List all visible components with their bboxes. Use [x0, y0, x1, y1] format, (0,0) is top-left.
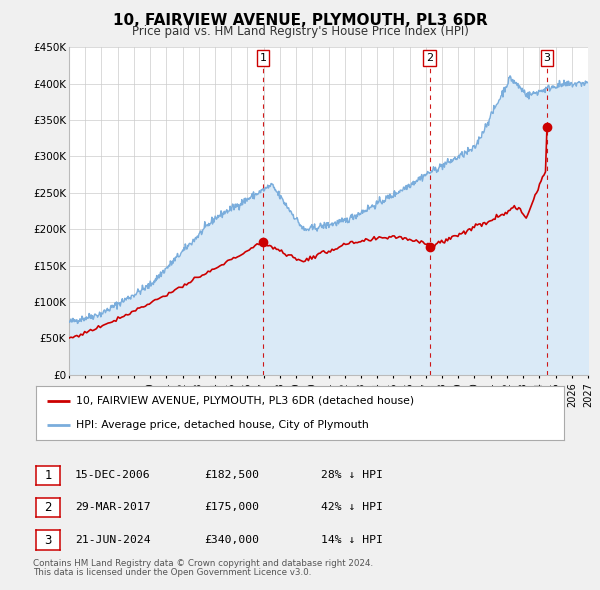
Text: 28% ↓ HPI: 28% ↓ HPI	[321, 470, 383, 480]
Text: This data is licensed under the Open Government Licence v3.0.: This data is licensed under the Open Gov…	[33, 568, 311, 577]
Text: 1: 1	[44, 468, 52, 482]
Text: 21-JUN-2024: 21-JUN-2024	[75, 535, 151, 545]
Text: 10, FAIRVIEW AVENUE, PLYMOUTH, PL3 6DR: 10, FAIRVIEW AVENUE, PLYMOUTH, PL3 6DR	[113, 13, 487, 28]
Text: Contains HM Land Registry data © Crown copyright and database right 2024.: Contains HM Land Registry data © Crown c…	[33, 559, 373, 568]
Text: 10, FAIRVIEW AVENUE, PLYMOUTH, PL3 6DR (detached house): 10, FAIRVIEW AVENUE, PLYMOUTH, PL3 6DR (…	[76, 396, 414, 406]
Text: 2: 2	[44, 501, 52, 514]
Text: 2: 2	[426, 53, 433, 63]
Text: 1: 1	[259, 53, 266, 63]
Text: HPI: Average price, detached house, City of Plymouth: HPI: Average price, detached house, City…	[76, 420, 368, 430]
Text: £340,000: £340,000	[204, 535, 259, 545]
Text: 14% ↓ HPI: 14% ↓ HPI	[321, 535, 383, 545]
Text: 3: 3	[544, 53, 550, 63]
Text: 42% ↓ HPI: 42% ↓ HPI	[321, 503, 383, 512]
Text: 15-DEC-2006: 15-DEC-2006	[75, 470, 151, 480]
Text: £182,500: £182,500	[204, 470, 259, 480]
Text: 3: 3	[44, 533, 52, 547]
Text: 29-MAR-2017: 29-MAR-2017	[75, 503, 151, 512]
Text: Price paid vs. HM Land Registry's House Price Index (HPI): Price paid vs. HM Land Registry's House …	[131, 25, 469, 38]
Text: £175,000: £175,000	[204, 503, 259, 512]
